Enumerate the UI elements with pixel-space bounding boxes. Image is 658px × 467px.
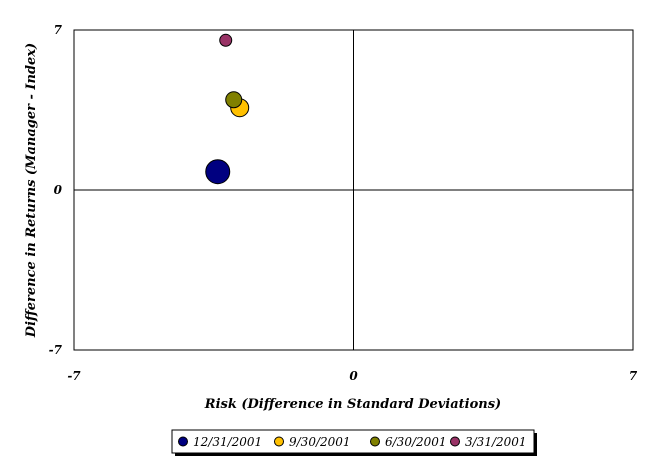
x-tick-labels: -7 0 7 [67, 369, 637, 383]
legend-items: 12/31/2001 9/30/2001 6/30/2001 3/31/2001 [178, 435, 527, 449]
x-tick-label: -7 [67, 369, 81, 383]
y-axis-title: Difference in Returns (Manager - Index) [24, 43, 39, 338]
data-point [225, 91, 243, 109]
legend-marker [370, 436, 380, 447]
legend-label: 6/30/2001 [385, 435, 447, 449]
y-tick-label: 0 [54, 183, 63, 197]
y-tick-label: -7 [49, 343, 63, 357]
x-tick-label: 7 [629, 369, 638, 383]
data-point [205, 159, 231, 185]
y-tick-labels: -7 0 7 [49, 23, 63, 357]
legend: 12/31/2001 9/30/2001 6/30/2001 3/31/2001 [171, 429, 537, 456]
y-tick-label: 7 [54, 23, 63, 37]
legend-marker [274, 436, 284, 447]
legend-label: 9/30/2001 [289, 435, 351, 449]
legend-marker [178, 436, 188, 447]
legend-label: 12/31/2001 [193, 435, 262, 449]
data-points [205, 33, 250, 185]
legend-box [171, 429, 535, 454]
data-point [219, 33, 233, 47]
x-tick-label: 0 [349, 369, 358, 383]
legend-marker [450, 436, 460, 447]
legend-label: 3/31/2001 [465, 435, 527, 449]
x-axis-title: Risk (Difference in Standard Deviations) [204, 397, 501, 412]
